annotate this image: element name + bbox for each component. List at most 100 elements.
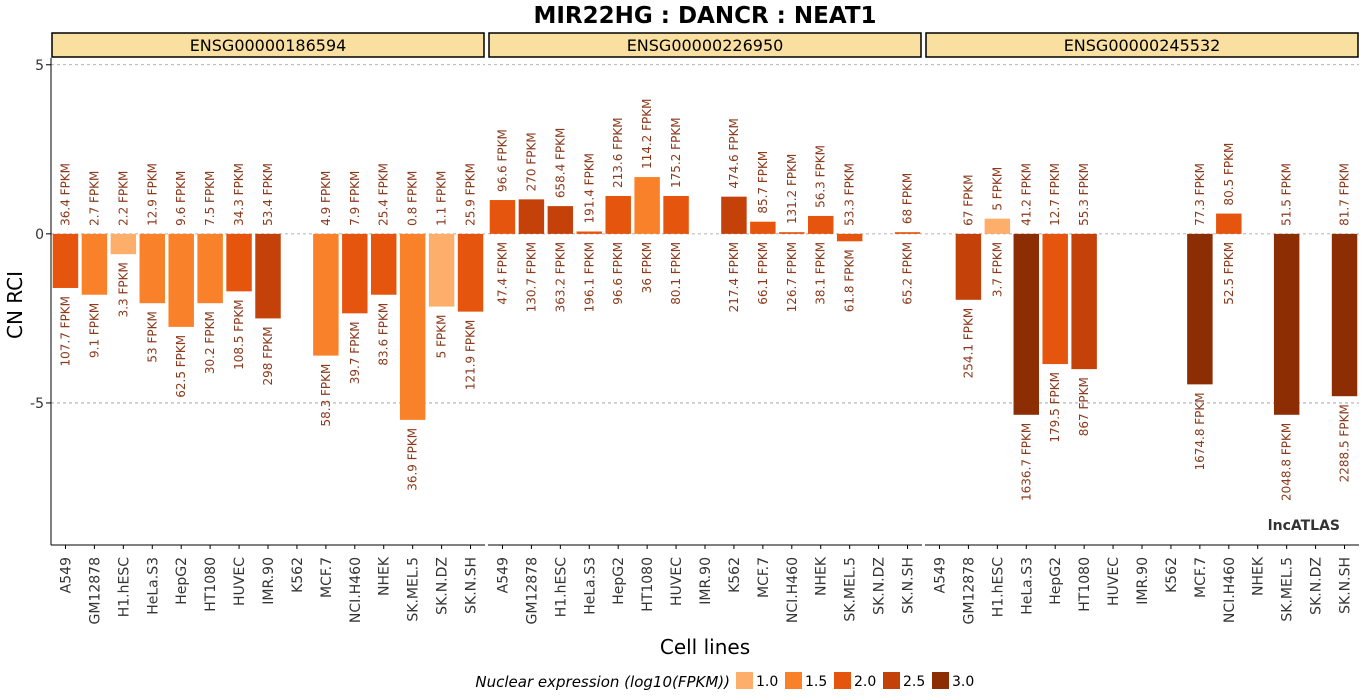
legend-title: Nuclear expression (log10(FPKM)) (475, 673, 730, 691)
data-label-bottom: 83.6 FPKM (377, 303, 391, 366)
legend-swatch (736, 672, 753, 689)
x-tick-label: SK.MEL.5 (1280, 557, 1296, 622)
x-axis-label: Cell lines (660, 635, 750, 659)
data-label-bottom: 179.5 FPKM (1048, 372, 1062, 443)
data-label-bottom: 108.5 FPKM (232, 299, 246, 370)
legend-label: 2.5 (903, 674, 925, 690)
bar (955, 233, 982, 300)
data-label-bottom: 9.1 FPKM (87, 303, 101, 358)
data-label-top: 68 FPKM (901, 173, 915, 224)
bar (836, 233, 863, 242)
data-label-top: 175.2 FPKM (669, 117, 683, 188)
data-label-bottom: 3.7 FPKM (990, 242, 1004, 297)
panel-strip-label: ENSG00000226950 (627, 36, 784, 55)
data-label-top: 474.6 FPKM (727, 118, 741, 189)
x-tick-label: H1.hESC (553, 557, 569, 617)
data-label-top: 96.6 FPKM (495, 129, 509, 192)
x-tick-label: HT1080 (640, 557, 656, 612)
data-label-bottom: 121.9 FPKM (464, 320, 478, 391)
data-label-bottom: 217.4 FPKM (727, 242, 741, 313)
data-label-top: 55.3 FPKM (1077, 163, 1091, 226)
data-label-bottom: 1674.8 FPKM (1193, 392, 1207, 470)
data-label-bottom: 52.5 FPKM (1222, 242, 1236, 305)
y-axis-label: CN RCI (3, 271, 27, 339)
data-label-top: 4.9 FPKM (319, 171, 333, 226)
data-label-top: 12.7 FPKM (1048, 163, 1062, 226)
bar (1187, 233, 1213, 385)
bar (576, 231, 602, 234)
x-tick-label: NCI.H460 (1222, 557, 1238, 623)
x-tick-label: IMR.90 (1135, 557, 1151, 605)
x-tick-label: GM12878 (961, 557, 977, 624)
bar (139, 233, 165, 304)
bar (808, 215, 834, 234)
legend-label: 2.0 (854, 674, 876, 690)
data-label-bottom: 58.3 FPKM (319, 364, 333, 427)
data-label-top: 7.9 FPKM (348, 171, 362, 226)
data-label-bottom: 80.1 FPKM (669, 242, 683, 305)
x-tick-label: K562 (727, 557, 743, 593)
x-tick-label: SK.N.SH (901, 557, 917, 614)
data-label-bottom: 36 FPKM (640, 242, 654, 293)
panel-2: ENSG00000226950 A549 96.6 FPKM 47.4 FPKM GM1… (488, 32, 922, 624)
data-label-top: 191.4 FPKM (582, 153, 596, 224)
legend-label: 1.5 (805, 674, 827, 690)
panel-3: ENSG00000245532 A549 GM12878 67 FPKM 254.1 F… (925, 32, 1359, 624)
data-label-bottom: 36.9 FPKM (406, 428, 420, 491)
data-label-bottom: 196.1 FPKM (582, 242, 596, 313)
x-tick-label: HepG2 (611, 557, 627, 605)
data-label-top: 41.2 FPKM (1019, 163, 1033, 226)
x-tick-label: K562 (1164, 557, 1180, 593)
x-tick-label: HUVEC (1106, 557, 1122, 606)
data-label-bottom: 96.6 FPKM (611, 242, 625, 305)
x-tick-label: H1.hESC (990, 557, 1006, 617)
data-label-bottom: 61.8 FPKM (843, 249, 857, 312)
bar (1216, 213, 1242, 234)
legend-label: 1.0 (756, 674, 778, 690)
x-tick-label: NHEK (377, 556, 393, 596)
bar (226, 233, 252, 292)
bar (52, 233, 79, 288)
x-tick-label: A549 (495, 557, 511, 593)
data-label-top: 51.5 FPKM (1280, 163, 1294, 226)
data-label-top: 81.7 FPKM (1338, 163, 1352, 226)
x-tick-label: HUVEC (232, 557, 248, 606)
x-tick-label: HUVEC (669, 557, 685, 606)
legend-swatch (785, 672, 802, 689)
x-tick-label: H1.hESC (116, 557, 132, 617)
data-label-bottom: 298 FPKM (261, 326, 275, 385)
data-label-bottom: 47.4 FPKM (495, 242, 509, 305)
data-label-top: 9.6 FPKM (174, 171, 188, 226)
data-label-bottom: 66.1 FPKM (756, 242, 770, 305)
chart-title: MIR22HG : DANCR : NEAT1 (533, 3, 876, 29)
data-label-top: 5 FPKM (990, 167, 1004, 211)
x-tick-label: MCF.7 (1193, 557, 1209, 598)
data-label-top: 213.6 FPKM (611, 117, 625, 188)
x-tick-label: HepG2 (174, 557, 190, 605)
bar (605, 195, 631, 234)
bar (255, 233, 281, 319)
data-label-top: 56.3 FPKM (814, 145, 828, 208)
data-label-top: 77.3 FPKM (1193, 163, 1207, 226)
bar (750, 221, 776, 234)
legend-swatch (834, 672, 851, 689)
legend-swatch (883, 672, 900, 689)
data-label-top: 114.2 FPKM (640, 99, 654, 170)
data-label-top: 67 FPKM (961, 174, 975, 225)
x-tick-label: MCF.7 (319, 557, 335, 598)
data-label-bottom: 38.1 FPKM (814, 242, 828, 305)
x-tick-label: SK.N.DZ (872, 557, 888, 615)
bar (518, 199, 545, 234)
legend-swatch (932, 672, 949, 689)
bar (110, 233, 137, 255)
data-label-bottom: 867 FPKM (1077, 377, 1091, 436)
x-tick-label: HeLa.S3 (1019, 557, 1035, 615)
x-tick-label: A549 (58, 557, 74, 593)
bar (634, 177, 660, 234)
data-label-top: 80.5 FPKM (1222, 143, 1236, 206)
data-label-top: 2.7 FPKM (87, 171, 101, 226)
bar (1042, 233, 1068, 365)
data-label-bottom: 107.7 FPKM (58, 296, 72, 367)
bar (984, 218, 1011, 234)
